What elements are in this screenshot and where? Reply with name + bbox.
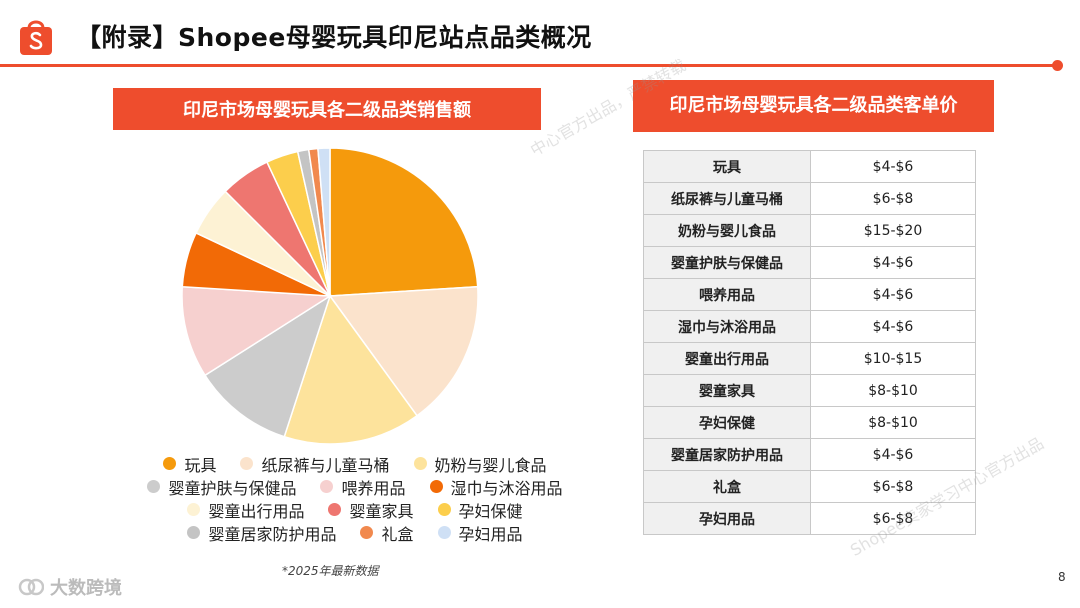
legend-item: 喂养用品 (320, 475, 406, 499)
table-row: 婴童居家防护用品 $4-$6 (643, 438, 976, 471)
table-cell-price: $15-$20 (810, 214, 976, 247)
data-note: *2025年最新数据 (282, 564, 379, 578)
table-cell-category: 孕妇保健 (643, 406, 811, 439)
legend-dot (360, 526, 374, 539)
table-cell-category: 婴童护肤与保健品 (643, 246, 811, 279)
table-cell-category: 喂养用品 (643, 278, 811, 311)
legend-item: 婴童护肤与保健品 (147, 475, 296, 499)
table-cell-price: $4-$6 (810, 310, 976, 343)
table-cell-price: $4-$6 (810, 278, 976, 311)
legend-label: 孕妇用品 (458, 524, 523, 544)
legend-label: 湿巾与沐浴用品 (450, 478, 563, 498)
brand-footer: 大数跨境 (18, 574, 122, 600)
legend-item: 孕妇保健 (437, 498, 523, 522)
brand-name: 大数跨境 (50, 578, 122, 599)
sales-pie-chart (181, 147, 479, 445)
legend-dot (187, 503, 201, 516)
table-row: 奶粉与婴儿食品 $15-$20 (643, 214, 976, 247)
legend-dot (240, 457, 254, 470)
legend-dot (437, 526, 451, 539)
legend-label: 婴童家具 (349, 501, 414, 521)
pie-slice (328, 285, 479, 417)
table-row: 孕妇保健 $8-$10 (643, 406, 976, 439)
table-cell-category: 婴童家具 (643, 374, 811, 407)
legend-item: 玩具 (163, 452, 216, 476)
table-row: 湿巾与沐浴用品 $4-$6 (643, 310, 976, 343)
legend-item: 湿巾与沐浴用品 (429, 475, 563, 499)
table-cell-price: $4-$6 (810, 438, 976, 471)
legend-item: 婴童出行用品 (187, 498, 304, 522)
table-cell-price: $6-$8 (810, 502, 976, 535)
legend-item: 孕妇用品 (437, 521, 523, 545)
legend-label: 婴童居家防护用品 (208, 524, 337, 544)
pie-slice (329, 147, 479, 297)
legend-dot (147, 480, 161, 493)
title-divider-dot (1052, 60, 1063, 71)
legend-dot (163, 457, 177, 470)
table-cell-category: 礼盒 (643, 470, 811, 503)
table-cell-category: 婴童居家防护用品 (643, 438, 811, 471)
legend-label: 喂养用品 (341, 478, 406, 498)
table-cell-price: $4-$6 (810, 150, 976, 183)
legend-label: 奶粉与婴儿食品 (434, 455, 547, 475)
title-divider (0, 64, 1055, 67)
table-cell-category: 婴童出行用品 (643, 342, 811, 375)
legend-row: 婴童居家防护用品 礼盒 孕妇用品 (105, 521, 605, 544)
legend-dot (429, 480, 443, 493)
table-row: 婴童家具 $8-$10 (643, 374, 976, 407)
page-number: 8 (1058, 570, 1066, 584)
table-row: 喂养用品 $4-$6 (643, 278, 976, 311)
price-table-banner: 印尼市场母婴玩具各二级品类客单价 (633, 80, 994, 132)
pie-legend: 玩具 纸尿裤与儿童马桶 奶粉与婴儿食品 婴童护肤与保健品 喂养用品 湿巾与沐浴用品 婴童… (105, 452, 605, 544)
legend-label: 孕妇保健 (458, 501, 523, 521)
legend-label: 婴童护肤与保健品 (168, 478, 297, 498)
table-row: 婴童出行用品 $10-$15 (643, 342, 976, 375)
table-cell-category: 玩具 (643, 150, 811, 183)
table-cell-category: 奶粉与婴儿食品 (643, 214, 811, 247)
pie-slice (283, 294, 419, 445)
legend-dot (328, 503, 342, 516)
table-row: 孕妇用品 $6-$8 (643, 502, 976, 535)
legend-label: 婴童出行用品 (208, 501, 305, 521)
legend-row: 玩具 纸尿裤与儿童马桶 奶粉与婴儿食品 (105, 452, 605, 475)
table-cell-price: $6-$8 (810, 182, 976, 215)
pie-slice (204, 294, 332, 438)
table-cell-price: $4-$6 (810, 246, 976, 279)
table-cell-price: $8-$10 (810, 374, 976, 407)
legend-label: 礼盒 (381, 524, 414, 544)
table-cell-price: $10-$15 (810, 342, 976, 375)
legend-item: 纸尿裤与儿童马桶 (240, 452, 390, 476)
pie-slice (317, 147, 331, 297)
table-cell-category: 孕妇用品 (643, 502, 811, 535)
legend-dot (320, 480, 334, 493)
table-row: 婴童护肤与保健品 $4-$6 (643, 246, 976, 279)
legend-dot (413, 457, 427, 470)
table-cell-category: 纸尿裤与儿童马桶 (643, 182, 811, 215)
table-row: 玩具 $4-$6 (643, 150, 976, 183)
legend-dot (187, 526, 201, 539)
legend-dot (437, 503, 451, 516)
legend-label: 玩具 (184, 455, 217, 475)
sales-chart-banner: 印尼市场母婴玩具各二级品类销售额 (113, 88, 541, 130)
legend-item: 婴童居家防护用品 (187, 521, 336, 545)
page-title: 【附录】Shopee母婴玩具印尼站点品类概况 (76, 23, 592, 52)
table-row: 纸尿裤与儿童马桶 $6-$8 (643, 182, 976, 215)
legend-row: 婴童出行用品 婴童家具 孕妇保健 (105, 498, 605, 521)
legend-item: 婴童家具 (328, 498, 414, 522)
price-table: 玩具 $4-$6 纸尿裤与儿童马桶 $6-$8 奶粉与婴儿食品 $15-$20 婴童护肤与保… (643, 150, 976, 535)
pie-slice (181, 285, 333, 377)
legend-label: 纸尿裤与儿童马桶 (261, 455, 390, 475)
shopee-logo-icon (20, 20, 52, 55)
table-cell-price: $8-$10 (810, 406, 976, 439)
legend-item: 礼盒 (360, 521, 414, 545)
legend-row: 婴童护肤与保健品 喂养用品 湿巾与沐浴用品 (105, 475, 605, 498)
brand-logo-icon (18, 578, 44, 596)
table-cell-category: 湿巾与沐浴用品 (643, 310, 811, 343)
legend-item: 奶粉与婴儿食品 (413, 452, 547, 476)
